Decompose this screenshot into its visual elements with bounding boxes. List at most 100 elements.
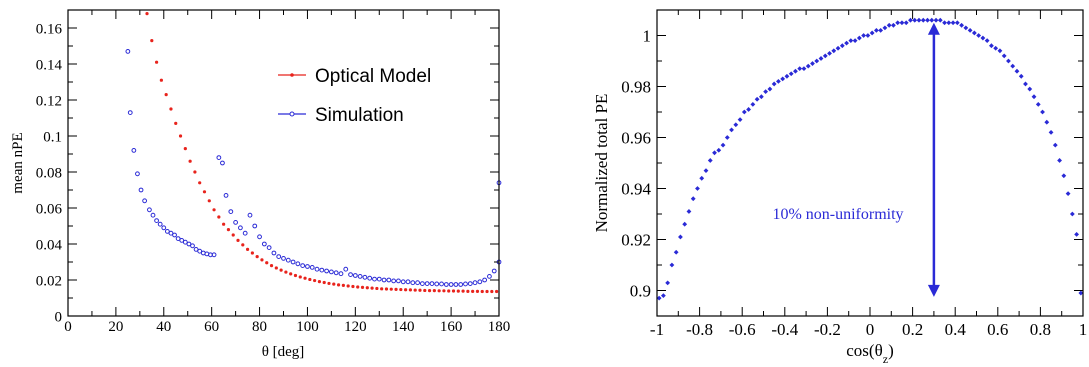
point-simulation [131,148,137,153]
point-diamond [1027,86,1033,92]
point-diamond [750,101,756,107]
point-diamond [818,56,824,61]
point-simulation [190,243,195,249]
point-simulation [343,266,349,272]
y-tick-label: 0.14 [36,57,63,73]
x-tick-label: 0 [866,320,875,339]
point-optical-model [394,287,398,291]
y-tick-label: 0.12 [36,93,62,109]
right-y-axis-label: Normalized total PE [592,94,611,233]
right-plot-frame [656,9,1084,317]
point-optical-model [265,261,269,265]
left-x-axis-label: θ [deg] [262,344,305,360]
point-diamond [1031,94,1037,100]
point-diamond [916,17,922,23]
x-tick-label: 0 [64,319,72,335]
point-diamond [993,45,999,51]
point-diamond [959,22,964,28]
point-optical-model [356,285,360,289]
point-simulation [142,198,148,204]
point-diamond [869,30,875,36]
point-simulation [467,281,473,287]
point-simulation [405,279,411,285]
point-diamond [920,17,926,23]
left-plot-frame [67,9,500,317]
point-optical-model [193,170,197,174]
right-x-axis-label: cos(θz) [846,341,893,366]
legend-marker-optical-model [290,73,294,77]
point-diamond [937,17,943,23]
point-simulation [391,278,397,284]
y-tick-label: 0.06 [36,201,63,217]
point-simulation [285,257,291,263]
x-tick-label: 180 [488,319,511,335]
point-simulation [314,266,320,272]
point-diamond [669,262,675,268]
point-optical-model [432,289,436,293]
point-simulation [281,256,286,261]
point-diamond [737,117,743,123]
point-diamond [971,30,977,36]
point-simulation [443,282,449,287]
point-simulation [439,281,444,287]
point-simulation [186,241,192,247]
point-optical-model [370,286,374,290]
point-simulation [367,275,373,281]
point-simulation [419,281,425,287]
chart-mean-npe: 0 20 40 60 80 100 120 140 160 180 0 0.02 0.04 0.06 0.0… [10,9,511,360]
point-optical-model [183,147,187,151]
point-simulation [415,280,420,286]
point-diamond [1001,53,1007,59]
point-optical-model [475,289,480,293]
point-optical-model [480,289,484,294]
point-diamond [1065,191,1071,196]
point-simulation [319,267,325,273]
point-simulation [179,238,185,243]
point-diamond [665,280,671,286]
point-diamond [852,38,858,43]
point-diamond [946,20,952,26]
point-optical-model [289,272,293,276]
y-tick-label: 0.94 [621,179,651,198]
point-optical-model [298,275,302,279]
point-simulation [233,220,239,225]
point-diamond [793,68,798,74]
point-diamond [797,66,803,72]
point-diamond [976,33,982,38]
point-simulation [386,277,392,283]
point-diamond [1078,290,1084,296]
non-uniformity-annotation: 10% non-uniformity [772,206,903,223]
point-diamond [908,17,913,23]
point-simulation [487,274,492,279]
point-simulation [228,209,234,215]
point-simulation [172,232,177,238]
arrow-head-bottom [927,284,940,297]
point-diamond [805,63,811,69]
y-tick-label: 0.98 [621,77,651,96]
point-optical-model [456,289,460,293]
point-diamond [989,43,994,49]
point-diamond [810,61,815,66]
point-simulation [424,281,430,287]
point-diamond [848,38,854,43]
point-optical-model [336,283,341,287]
point-diamond [1057,158,1062,163]
point-diamond [741,109,747,115]
x-tick-label: -1 [650,320,664,339]
x-tick-label: 160 [440,319,463,335]
point-optical-model [442,289,446,293]
x-tick-label: 0.2 [902,320,923,339]
x-tick-label: -0.6 [729,320,756,339]
point-diamond [963,25,969,31]
point-diamond [835,45,841,51]
point-diamond [1052,142,1058,148]
point-optical-model [154,60,159,64]
point-diamond [822,53,828,59]
x-tick-label: -0.8 [686,320,713,339]
point-diamond [1044,119,1050,125]
point-simulation [125,49,131,54]
point-simulation [175,236,181,242]
x-tick-label: 40 [156,319,171,335]
point-optical-model [451,289,456,293]
point-diamond [997,48,1003,54]
